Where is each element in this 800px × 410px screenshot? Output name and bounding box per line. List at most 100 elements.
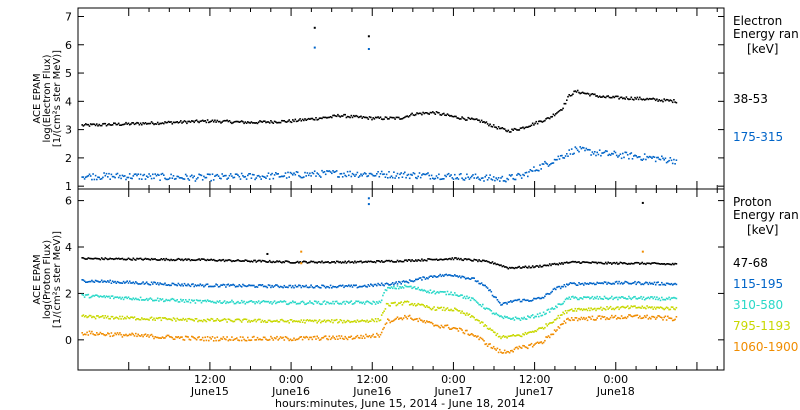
- electron-data-point: [276, 122, 278, 124]
- electron-data-point: [155, 174, 158, 177]
- proton-data-point: [467, 277, 469, 279]
- proton-data-point: [483, 284, 485, 287]
- proton-data-point: [491, 347, 494, 350]
- proton-data-point: [188, 317, 191, 320]
- proton-data-point: [301, 285, 304, 287]
- electron-data-point: [443, 112, 445, 115]
- proton-data-point: [312, 287, 315, 289]
- proton-data-point: [477, 335, 479, 337]
- electron-data-point: [248, 173, 250, 175]
- electron-data-point: [130, 177, 132, 179]
- proton-data-point: [404, 284, 406, 287]
- proton-data-point: [142, 259, 144, 261]
- proton-data-point: [116, 296, 119, 298]
- proton-data-point: [635, 283, 637, 286]
- electron-data-point: [645, 158, 647, 161]
- electron-data-point: [406, 174, 409, 177]
- proton-data-point: [214, 301, 216, 304]
- proton-data-point: [160, 283, 163, 285]
- proton-data-point: [232, 260, 234, 262]
- proton-data-point: [455, 327, 457, 330]
- electron-data-point: [229, 121, 232, 124]
- electron-data-point: [352, 173, 355, 176]
- proton-data-point: [432, 291, 434, 293]
- proton-data-point: [132, 317, 135, 319]
- electron-data-point: [578, 91, 580, 94]
- proton-data-point: [384, 323, 387, 326]
- proton-data-point: [566, 312, 568, 314]
- electron-data-point: [497, 177, 500, 179]
- proton-data-point: [422, 321, 424, 323]
- electron-data-point: [173, 178, 176, 180]
- electron-data-point: [630, 152, 633, 154]
- electron-data-point: [511, 174, 513, 176]
- electron-data-point: [148, 173, 150, 175]
- proton-data-point: [434, 292, 437, 295]
- proton-data-point: [388, 304, 390, 307]
- proton-data-point: [536, 297, 539, 299]
- electron-data-point: [327, 116, 329, 119]
- electron-data-point: [617, 156, 619, 158]
- electron-data-point: [339, 116, 342, 118]
- proton-data-point: [103, 280, 105, 282]
- proton-data-point: [550, 291, 552, 294]
- proton-data-point: [310, 260, 312, 263]
- proton-data-point: [622, 305, 624, 308]
- proton-data-point: [335, 318, 338, 321]
- proton-data-point: [108, 281, 110, 283]
- proton-data-point: [183, 301, 186, 303]
- proton-data-point: [406, 281, 409, 283]
- proton-data-point: [138, 283, 141, 285]
- proton-data-point: [329, 321, 332, 323]
- proton-data-point: [276, 260, 278, 262]
- proton-data-point: [601, 282, 603, 284]
- proton-data-point: [394, 318, 396, 321]
- proton-data-point: [400, 317, 402, 319]
- proton-data-point: [365, 320, 367, 323]
- proton-data-point: [261, 319, 264, 322]
- electron-outlier-point: [313, 46, 316, 49]
- proton-data-point: [573, 319, 575, 321]
- proton-data-point: [172, 317, 175, 319]
- proton-data-point: [98, 333, 100, 335]
- proton-data-point: [619, 306, 622, 309]
- proton-data-point: [82, 294, 85, 296]
- electron-data-point: [663, 159, 665, 161]
- electron-data-point: [278, 176, 281, 178]
- proton-data-point: [626, 305, 629, 307]
- proton-data-point: [115, 282, 118, 284]
- electron-data-point: [187, 120, 189, 123]
- proton-data-point: [159, 282, 161, 284]
- electron-data-point: [636, 156, 639, 159]
- proton-data-point: [394, 282, 396, 285]
- proton-data-point: [163, 258, 165, 260]
- proton-outlier-point: [266, 252, 269, 255]
- proton-data-point: [452, 275, 455, 277]
- proton-data-point: [120, 333, 122, 336]
- proton-data-point: [668, 317, 670, 319]
- proton-data-point: [150, 257, 153, 260]
- electron-data-point: [624, 151, 626, 154]
- proton-data-point: [248, 284, 250, 286]
- proton-data-point: [586, 261, 589, 264]
- proton-data-point: [267, 300, 270, 303]
- proton-data-point: [535, 315, 538, 318]
- proton-data-point: [544, 313, 546, 316]
- proton-data-point: [575, 317, 578, 319]
- electron-data-point: [590, 154, 592, 156]
- electron-data-point: [363, 116, 366, 119]
- electron-data-point: [603, 151, 606, 154]
- proton-data-point: [294, 262, 297, 264]
- electron-data-point: [601, 96, 603, 98]
- proton-data-point: [256, 286, 259, 288]
- electron-data-point: [653, 156, 656, 158]
- proton-data-point: [505, 266, 507, 268]
- proton-data-point: [458, 275, 461, 277]
- proton-data-point: [574, 307, 577, 310]
- proton-data-point: [229, 319, 232, 322]
- proton-data-point: [545, 323, 547, 325]
- proton-data-point: [438, 292, 440, 294]
- proton-data-point: [197, 320, 199, 323]
- electron-data-point: [170, 173, 172, 176]
- proton-data-point: [446, 307, 449, 309]
